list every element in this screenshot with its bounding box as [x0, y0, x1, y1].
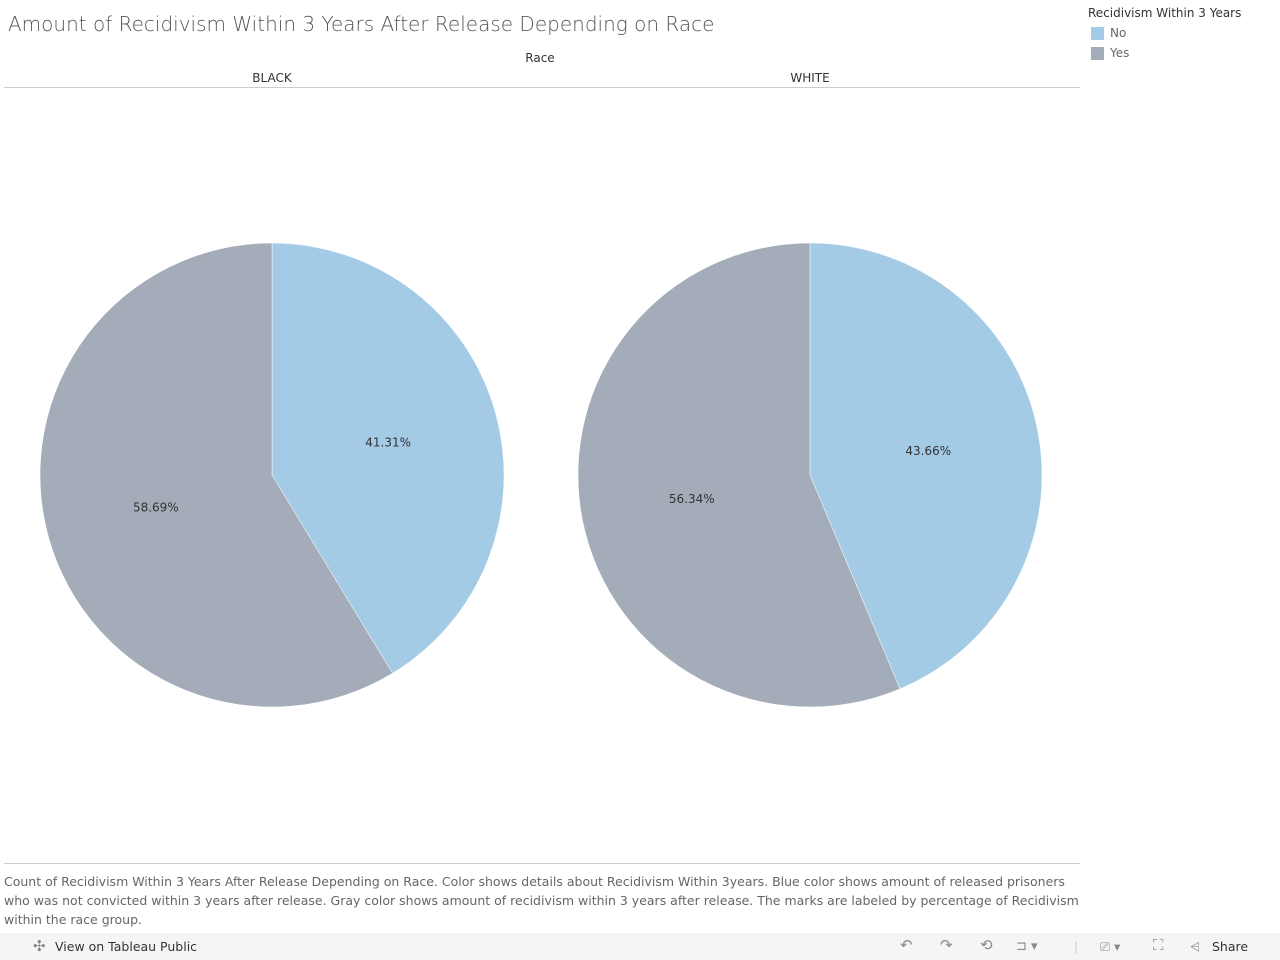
chart-title: Amount of Recidivism Within 3 Years Afte…: [8, 12, 715, 36]
undo-icon[interactable]: ↶: [900, 936, 913, 954]
divider: [4, 87, 1080, 88]
refresh-icon[interactable]: ⊐ ▾: [1016, 939, 1038, 954]
fullscreen-icon[interactable]: ⛶: [1153, 936, 1164, 954]
view-on-tableau-link[interactable]: View on Tableau Public: [55, 939, 198, 954]
legend: Recidivism Within 3 Years No Yes: [1088, 6, 1241, 60]
divider: [4, 863, 1080, 864]
slice-label: 41.31%: [365, 435, 411, 449]
caption: Count of Recidivism Within 3 Years After…: [4, 874, 1079, 927]
share-icon[interactable]: ⩤: [1190, 939, 1201, 954]
revert-icon[interactable]: ⟲: [980, 936, 993, 954]
redo-icon[interactable]: ↷: [940, 936, 953, 954]
slice-label: 43.66%: [905, 444, 951, 458]
pie-slice-black-yes[interactable]: [39, 242, 393, 708]
facet-label: Race: [525, 51, 555, 65]
separator: |: [1074, 939, 1079, 954]
legend-title: Recidivism Within 3 Years: [1088, 6, 1242, 20]
pie-charts: 41.31% 58.69% 43.66% 56.34%: [39, 242, 1043, 708]
slice-label: 58.69%: [133, 501, 179, 515]
slice-label: 56.34%: [669, 492, 715, 506]
facet-header-white: WHITE: [790, 71, 830, 85]
legend-label: No: [1110, 26, 1127, 40]
share-button[interactable]: Share: [1212, 939, 1249, 954]
footer-toolbar: ✣ View on Tableau Public ↶ ↷ ⟲ ⊐ ▾ | ⎚ ▾…: [0, 933, 1280, 960]
download-icon[interactable]: ⎚ ▾: [1100, 939, 1121, 954]
pie-slice-white-no[interactable]: [809, 242, 1043, 690]
pie-slice-black-no[interactable]: [271, 242, 505, 674]
tableau-logo-icon: ✣: [33, 937, 46, 955]
facet-header-black: BLACK: [252, 71, 292, 85]
legend-label: Yes: [1110, 46, 1130, 60]
legend-item-yes[interactable]: Yes: [1088, 46, 1241, 60]
legend-item-no[interactable]: No: [1088, 26, 1241, 40]
pie-slice-white-yes[interactable]: [577, 242, 901, 708]
